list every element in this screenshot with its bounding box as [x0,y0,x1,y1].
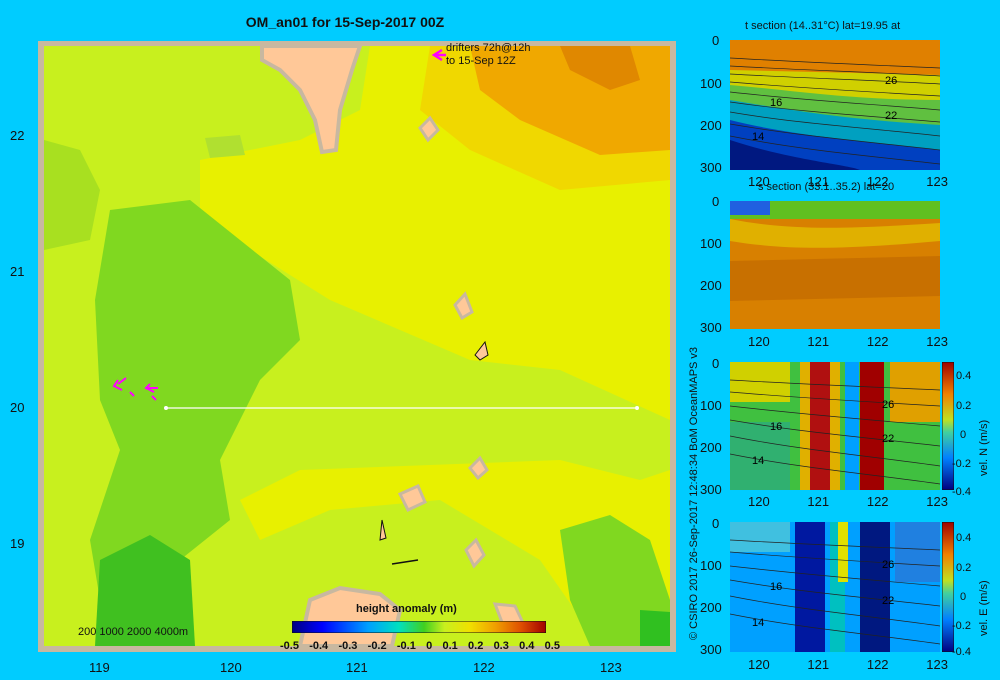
y-tick: 22 [10,128,25,143]
y-tick: 300 [700,482,722,497]
island [453,291,474,321]
t-section-panel: 16 26 22 14 [730,40,940,170]
y-tick: 200 [700,600,722,615]
panel-title-s: s section (33.1..35.2) lat=20 [758,181,895,193]
cb-tick: 0.2 [956,562,972,574]
colorbar [292,621,546,633]
island [464,537,486,569]
island [391,559,419,565]
y-tick: 20 [10,400,25,415]
contour-label: 22 [882,433,894,445]
y-tick: 200 [700,278,722,293]
y-tick: 300 [700,642,722,657]
y-tick: 100 [700,236,722,251]
drifter-track [129,391,135,397]
cb-tick: -0.4 [952,646,971,658]
y-tick: 100 [700,76,722,91]
contour-label: 22 [885,110,897,122]
x-ticks-t: 120 121 122 123 [748,174,948,189]
cb-tick: -0.2 [952,458,971,470]
vel-e-panel: 16 26 22 14 [730,522,940,652]
green-tongue [90,200,300,600]
y-tick: 100 [700,398,722,413]
vel-e-colorbar [942,522,954,652]
y-tick: 0 [712,33,720,48]
contour-label: 16 [770,581,782,593]
vel-n-panel: 16 26 22 14 [730,362,940,490]
y-tick: 0 [712,194,720,209]
island [379,519,387,541]
s-section-panel [730,201,940,329]
contour-label: 22 [882,595,894,607]
cb-tick: 0 [960,429,967,441]
y-tick: 200 [700,118,722,133]
drifter-legend-arrow [431,48,446,62]
panel-title-t: t section (14..31°C) lat=19.95 at [745,20,901,32]
colorbar-title: height anomaly (m) [356,603,457,615]
y-tick: 100 [700,558,722,573]
x-tick: 122 [473,660,495,675]
depth-legend: 200 1000 2000 4000m [78,626,189,638]
yellow-region-s [240,460,670,646]
contour-label: 26 [882,559,894,571]
taiwan-land [260,44,363,155]
contour-label: 16 [770,421,782,433]
island [397,484,427,512]
y-tick: 200 [700,440,722,455]
x-ticks-n: 120 121 122 123 [748,494,948,509]
contour-label: 14 [752,455,764,467]
x-ticks-s: 120 121 122 123 [748,334,948,349]
x-ticks-e: 120 121 122 123 [748,657,948,672]
y-tick: 21 [10,264,25,279]
cb-tick: 0.2 [956,400,972,412]
y-tick: 0 [712,516,720,531]
x-tick: 121 [346,660,368,675]
cb-tick: 0.4 [956,532,972,544]
contour-label: 16 [770,97,782,109]
y-tick: 300 [700,160,722,175]
drifter-track [144,383,158,393]
island [418,115,440,143]
drifter-track [112,377,127,391]
cb-tick: -0.2 [952,620,971,632]
cb-tick: 0.4 [956,370,972,382]
x-tick: 123 [600,660,622,675]
x-tick: 119 [89,660,110,675]
contour-label: 14 [752,131,764,143]
map-title: OM_an01 for 15-Sep-2017 00Z [245,14,445,30]
contour-label: 26 [885,75,897,87]
y-tick: 19 [10,536,25,551]
drifter-track [151,395,157,401]
green-south-core [95,535,195,646]
drifters-label-1: drifters 72h@12h [446,42,531,54]
x-tick: 120 [220,660,242,675]
main-map [38,41,676,652]
green-patch [205,135,245,158]
y-tick: 300 [700,320,722,335]
cb-tick: -0.4 [952,486,971,498]
colorbar-ticks: -0.5 -0.4 -0.3 -0.2 -0.1 0 0.1 0.2 0.3 0… [280,640,560,652]
drifters-label-2: to 15-Sep 12Z [446,55,516,67]
y-tick: 0 [712,356,720,371]
credit-text: © CSIRO 2017 26-Sep-2017 12:48:34 BoM Oc… [688,346,700,640]
island [467,455,489,481]
vel-e-label: vel. E (m/s) [978,580,990,636]
luzon-land [297,585,403,648]
contour-label: 26 [882,399,894,411]
contour-label: 14 [752,617,764,629]
dark-orange-spot [560,46,640,90]
vel-n-label: vel. N (m/s) [978,419,990,476]
vel-n-colorbar [942,362,954,490]
green-west-top [44,140,100,250]
island [474,340,489,361]
green-se-core [640,610,670,646]
cb-tick: 0 [960,591,967,603]
